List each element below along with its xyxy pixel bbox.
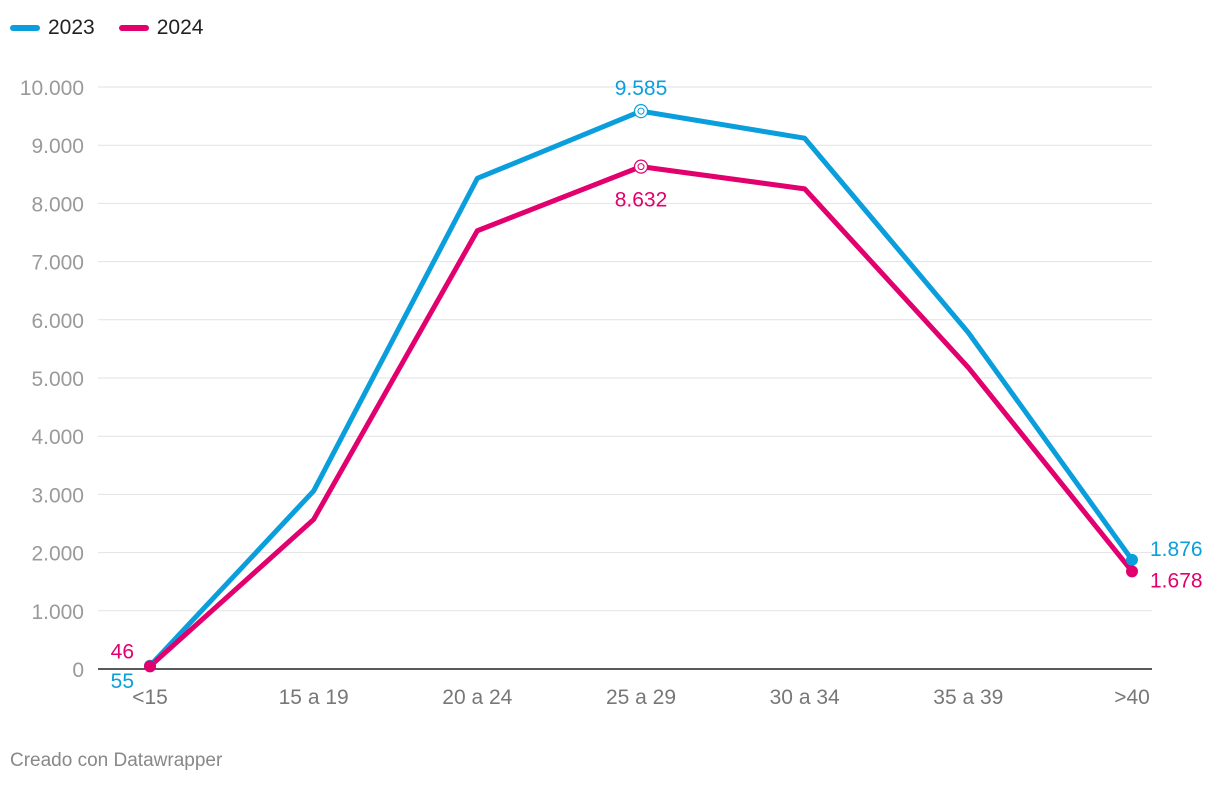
x-tick-label: >40 [1114, 686, 1150, 709]
data-label-2024: 46 [111, 640, 134, 663]
legend: 2023 2024 [10, 16, 203, 40]
y-tick-label: 1.000 [31, 601, 84, 624]
credit-footer: Creado con Datawrapper [10, 750, 223, 771]
data-label-2024: 1.678 [1150, 569, 1203, 592]
legend-label-2024: 2024 [156, 16, 204, 39]
data-point-2023 [637, 107, 645, 115]
series-line-2024 [147, 164, 1135, 669]
data-label-2023: 9.585 [615, 77, 668, 100]
legend-swatch-2024 [118, 25, 149, 31]
data-point-2024 [1126, 565, 1138, 578]
x-tick-label: 25 a 29 [606, 686, 676, 709]
x-tick-label: 15 a 19 [279, 686, 349, 709]
y-tick-label: 7.000 [31, 252, 84, 275]
data-point-2024 [637, 163, 645, 171]
data-point-2023 [1126, 553, 1138, 566]
y-tick-label: 3.000 [31, 484, 84, 507]
y-tick-label: 2.000 [31, 543, 84, 566]
legend-swatch-2023 [10, 25, 40, 31]
x-tick-label: 20 a 24 [442, 686, 512, 709]
data-point-2023 [633, 104, 649, 119]
data-label-2024: 8.632 [615, 189, 668, 212]
y-tick-label: 0 [72, 659, 84, 682]
legend-item-2024[interactable]: 2024 [118, 16, 204, 40]
data-point-2024 [144, 660, 156, 673]
y-tick-label: 9.000 [31, 135, 84, 158]
data-label-2023: 1.876 [1150, 538, 1203, 561]
x-tick-label: 35 a 39 [933, 686, 1003, 709]
legend-label-2023: 2023 [48, 16, 95, 39]
data-point-2024 [633, 159, 649, 174]
data-label-2023: 55 [111, 670, 134, 693]
y-tick-label: 4.000 [31, 426, 84, 449]
x-tick-label: 30 a 34 [770, 686, 840, 709]
legend-item-2023[interactable]: 2023 [10, 16, 95, 40]
y-tick-label: 6.000 [31, 310, 84, 333]
x-tick-label: <15 [132, 686, 168, 709]
y-tick-label: 5.000 [31, 368, 84, 391]
y-tick-label: 10.000 [20, 77, 84, 100]
y-tick-label: 8.000 [31, 193, 84, 216]
